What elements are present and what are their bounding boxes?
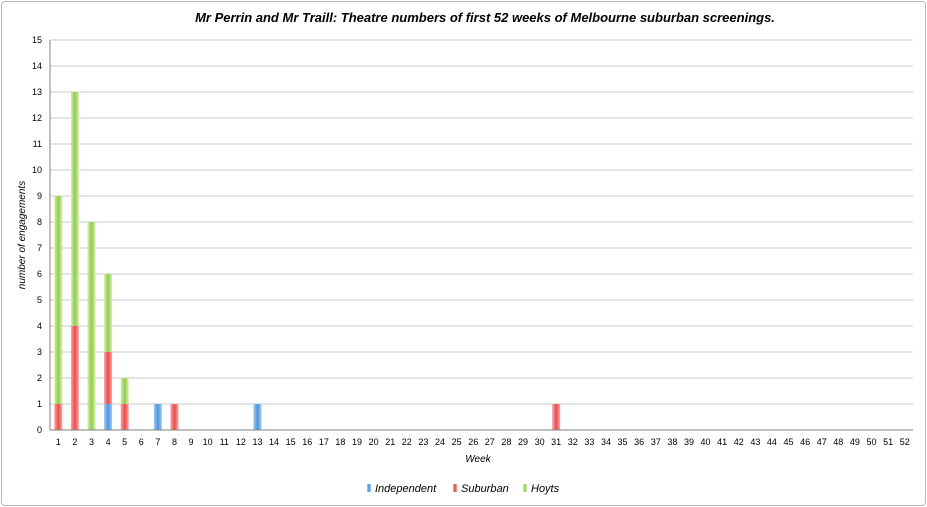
y-tick-label: 3: [37, 347, 42, 357]
legend-swatch-hoyts: [523, 484, 527, 492]
x-tick-label: 3: [89, 437, 94, 447]
bar-suburban-week-1: [54, 404, 63, 430]
bar-suburban-week-31: [552, 404, 561, 430]
y-tick-label: 8: [37, 217, 42, 227]
y-tick-label: 15: [32, 35, 42, 45]
bars: [54, 92, 561, 430]
bar-hoyts-week-5: [120, 378, 129, 404]
x-tick-label: 37: [651, 437, 661, 447]
y-tick-label: 2: [37, 373, 42, 383]
x-axis-label: Week: [465, 454, 491, 465]
y-axis-label: number of engagements: [17, 181, 28, 289]
y-tick-label: 12: [32, 113, 42, 123]
y-tick-label: 5: [37, 295, 42, 305]
x-tick-label: 16: [302, 437, 312, 447]
x-tick-label: 2: [72, 437, 77, 447]
y-tick-label: 13: [32, 87, 42, 97]
x-tick-label: 29: [518, 437, 528, 447]
legend-label-suburban: Suburban: [461, 483, 509, 495]
x-tick-label: 47: [817, 437, 827, 447]
x-tick-label: 43: [750, 437, 760, 447]
x-tick-label: 4: [106, 437, 111, 447]
x-tick-label: 6: [139, 437, 144, 447]
x-tick-label: 35: [618, 437, 628, 447]
legend-swatch-independent: [367, 484, 371, 492]
x-tick-label: 32: [568, 437, 578, 447]
x-tick-label: 19: [352, 437, 362, 447]
x-tick-label: 24: [435, 437, 445, 447]
y-tick-label: 14: [32, 61, 42, 71]
bar-suburban-week-8: [170, 404, 179, 430]
x-tick-label: 48: [833, 437, 843, 447]
x-tick-labels: 1 2 3 4 5 6 7 8 9 10 11 12 13 14 15 16 17 18 19 20 21 22 23 24 2…: [56, 437, 910, 447]
x-tick-label: 21: [385, 437, 395, 447]
x-tick-label: 34: [601, 437, 611, 447]
bar-suburban-week-4: [104, 352, 113, 404]
x-tick-label: 50: [867, 437, 877, 447]
x-tick-label: 9: [189, 437, 194, 447]
x-tick-label: 14: [269, 437, 279, 447]
x-tick-label: 42: [734, 437, 744, 447]
bar-suburban-week-2: [70, 326, 79, 430]
x-tick-label: 22: [402, 437, 412, 447]
x-tick-label: 26: [468, 437, 478, 447]
x-tick-label: 12: [236, 437, 246, 447]
y-tick-label: 1: [37, 399, 42, 409]
y-tick-label: 10: [32, 165, 42, 175]
x-tick-label: 52: [900, 437, 910, 447]
x-tick-label: 7: [155, 437, 160, 447]
x-tick-label: 28: [501, 437, 511, 447]
gridlines: [50, 39, 913, 405]
chart-title: Mr Perrin and Mr Traill: Theatre numbers…: [195, 10, 775, 25]
x-tick-label: 15: [286, 437, 296, 447]
x-tick-label: 25: [452, 437, 462, 447]
bar-independent-week-4: [104, 404, 113, 430]
legend-label-hoyts: Hoyts: [531, 483, 560, 495]
x-tick-label: 10: [203, 437, 213, 447]
x-tick-label: 45: [784, 437, 794, 447]
x-tick-label: 39: [684, 437, 694, 447]
x-tick-label: 36: [634, 437, 644, 447]
bar-hoyts-week-3: [87, 222, 96, 430]
y-tick-label: 11: [33, 139, 42, 149]
x-tick-label: 31: [551, 437, 561, 447]
x-tick-label: 5: [122, 437, 127, 447]
x-tick-label: 8: [172, 437, 177, 447]
x-tick-label: 33: [584, 437, 594, 447]
x-tick-label: 44: [767, 437, 777, 447]
bar-independent-week-7: [153, 404, 162, 430]
x-tick-label: 20: [369, 437, 379, 447]
x-tick-label: 23: [418, 437, 428, 447]
x-tick-label: 46: [800, 437, 810, 447]
x-tick-label: 40: [701, 437, 711, 447]
bar-suburban-week-5: [120, 404, 129, 430]
y-tick-label: 9: [37, 191, 42, 201]
bar-independent-week-13: [253, 404, 262, 430]
bar-hoyts-week-4: [104, 274, 113, 352]
x-tick-label: 30: [535, 437, 545, 447]
x-tick-label: 13: [252, 437, 262, 447]
x-tick-label: 49: [850, 437, 860, 447]
legend-swatch-suburban: [453, 484, 457, 492]
y-tick-label: 7: [37, 243, 42, 253]
x-tick-label: 51: [883, 437, 893, 447]
x-tick-label: 18: [335, 437, 345, 447]
y-tick-label: 0: [37, 425, 42, 435]
x-tick-label: 41: [717, 437, 727, 447]
x-tick-label: 1: [56, 437, 61, 447]
x-tick-label: 17: [319, 437, 329, 447]
legend-label-independent: Independent: [375, 483, 437, 495]
y-tick-label: 6: [37, 269, 42, 279]
bar-hoyts-week-1: [54, 196, 63, 404]
legend: Independent Suburban Hoyts: [367, 483, 560, 495]
bar-hoyts-week-2: [70, 92, 79, 326]
x-tick-label: 38: [667, 437, 677, 447]
axes: [49, 40, 913, 431]
x-tick-label: 27: [485, 437, 495, 447]
y-tick-label: 4: [37, 321, 42, 331]
x-tick-label: 11: [220, 437, 229, 447]
